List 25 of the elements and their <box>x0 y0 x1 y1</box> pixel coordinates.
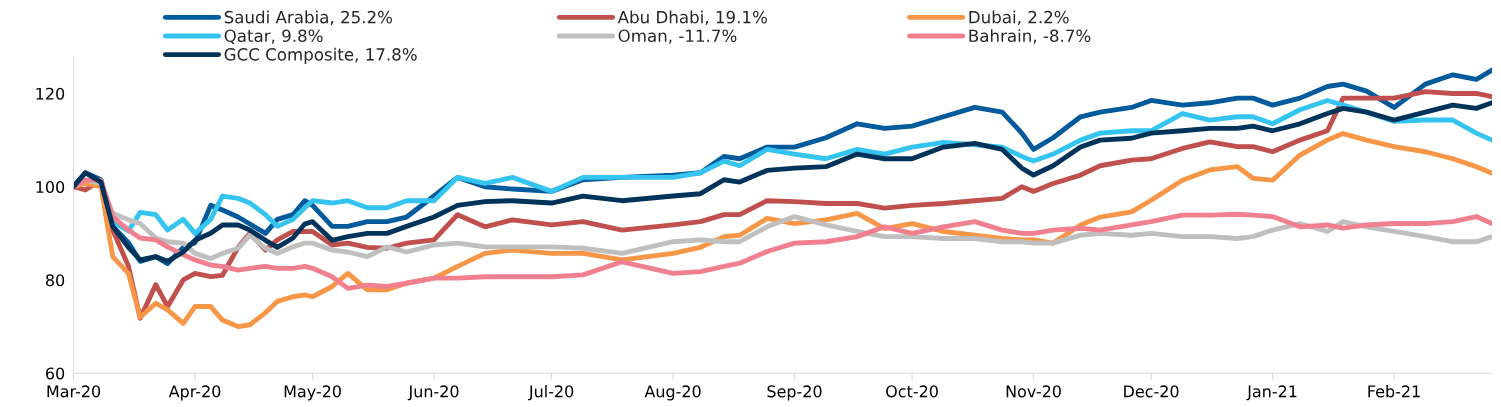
legend-label: Saudi Arabia, 25.2% <box>224 10 393 26</box>
x-tick-label: Aug-20 <box>644 385 701 401</box>
y-tick-label: 100 <box>36 180 65 194</box>
legend-label: Oman, -11.7% <box>618 29 737 44</box>
legend-label: GCC Composite, 17.8% <box>224 47 417 64</box>
x-tick-label: Mar-20 <box>47 385 101 398</box>
x-tick-label: Jan-21 <box>1246 385 1297 401</box>
x-tick-label: Jun-20 <box>407 385 459 401</box>
y-tick-label: 60 <box>46 367 65 380</box>
x-tick-label: May-20 <box>284 385 341 401</box>
line-series <box>73 100 1492 264</box>
x-tick-label: Feb-21 <box>1368 385 1420 398</box>
line-series <box>73 177 1492 291</box>
y-tick-label: 80 <box>45 274 65 287</box>
x-tick-label: Nov-20 <box>1006 385 1061 398</box>
x-tick-label: Apr-20 <box>168 385 221 401</box>
legend-label: Dubai, 2.2% <box>969 10 1069 26</box>
x-tick-label: Sep-20 <box>767 385 822 401</box>
legend-label: Qatar, 9.8% <box>224 29 323 44</box>
x-tick-label: Oct-20 <box>886 385 938 398</box>
x-tick-label: Jul-20 <box>528 385 574 401</box>
legend-label: Bahrain, -8.7% <box>969 29 1091 44</box>
x-tick-label: Dec-20 <box>1124 385 1179 398</box>
y-tick-label: 120 <box>36 87 65 100</box>
legend-label: Abu Dhabi, 19.1% <box>617 10 767 26</box>
